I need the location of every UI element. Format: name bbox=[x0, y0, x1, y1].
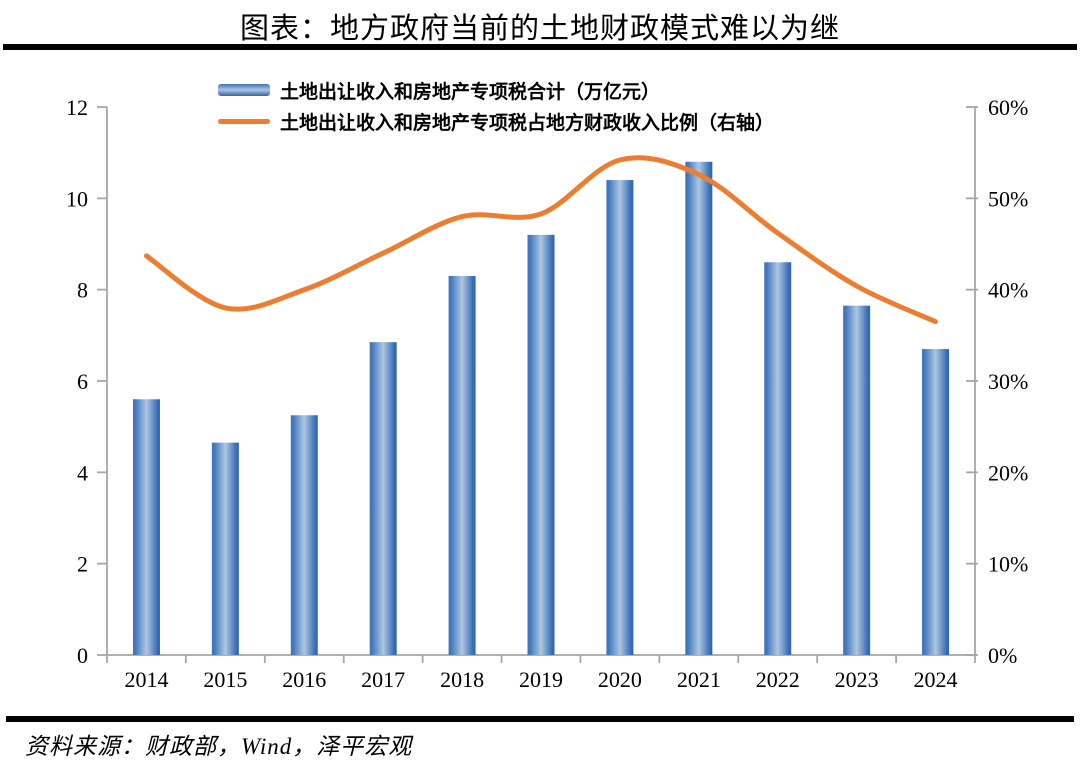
legend: 土地出让收入和房地产专项税合计（万亿元） 土地出让收入和房地产专项税占地方财政收… bbox=[218, 78, 774, 140]
x-axis-label: 2024 bbox=[914, 667, 958, 692]
y-axis-right-label: 60% bbox=[988, 95, 1028, 120]
legend-item-line-series: 土地出让收入和房地产专项税占地方财政收入比例（右轴） bbox=[218, 109, 775, 134]
bar-2015 bbox=[211, 442, 239, 655]
bar-series-label: 土地出让收入和房地产专项税合计（万亿元） bbox=[280, 81, 661, 103]
ratio-trend-line bbox=[143, 155, 938, 325]
x-axis-label: 2019 bbox=[519, 667, 563, 692]
footer-divider bbox=[6, 716, 1074, 722]
y-axis-left-label: 6 bbox=[77, 369, 88, 394]
plot-area: 0 2 4 6 8 10 12 0% 10% 20% 30% 40% 50% 60% 2014 2015 201… bbox=[66, 95, 1028, 692]
y-axis-left-label: 10 bbox=[66, 186, 88, 211]
land-finance-combo-chart: 0 2 4 6 8 10 12 0% 10% 20% 30% 40% 50% 60% 2014 2015 201… bbox=[66, 95, 1028, 692]
x-axis-label: 2020 bbox=[598, 667, 642, 692]
x-axis-label: 2018 bbox=[440, 667, 484, 692]
title-divider bbox=[3, 44, 1077, 50]
x-axis-label: 2016 bbox=[282, 667, 326, 692]
x-axis-label: 2015 bbox=[203, 667, 247, 692]
y-axis-right-label: 30% bbox=[988, 369, 1028, 394]
y-axis-right-label: 20% bbox=[988, 460, 1028, 485]
bar-2021 bbox=[685, 161, 713, 656]
x-axis-label: 2022 bbox=[756, 667, 800, 692]
bar-2023 bbox=[843, 305, 871, 655]
line-series-label: 土地出让收入和房地产专项税占地方财政收入比例（右轴） bbox=[280, 112, 775, 134]
y-axis-right-label: 10% bbox=[988, 552, 1028, 577]
y-axis-left-label: 0 bbox=[77, 643, 88, 668]
bar-series-swatch bbox=[218, 84, 270, 96]
source-text: 资料来源：财政部，Wind，泽平宏观 bbox=[25, 734, 413, 759]
y-axis-right-label: 50% bbox=[988, 186, 1028, 211]
x-axis-label: 2017 bbox=[361, 667, 405, 692]
y-axis-left-label: 4 bbox=[77, 460, 88, 485]
bar-2017 bbox=[369, 342, 397, 655]
bar-2020 bbox=[606, 180, 634, 656]
bar-2014 bbox=[132, 399, 160, 655]
y-axis-right-label: 40% bbox=[988, 278, 1028, 303]
y-axis-left-label: 2 bbox=[77, 552, 88, 577]
line-series-swatch bbox=[218, 118, 270, 124]
x-axis-label: 2014 bbox=[124, 667, 168, 692]
y-axis-left-label: 12 bbox=[66, 95, 88, 120]
x-axis-label: 2021 bbox=[677, 667, 721, 692]
bar-2018 bbox=[448, 275, 476, 655]
chart-title: 图表：地方政府当前的土地财政模式难以为继 bbox=[239, 13, 840, 45]
x-axis-label: 2023 bbox=[835, 667, 879, 692]
bar-2022 bbox=[764, 262, 792, 655]
legend-item-bar-series: 土地出让收入和房地产专项税合计（万亿元） bbox=[218, 78, 774, 103]
bar-2019 bbox=[527, 234, 555, 655]
y-axis-right-label: 0% bbox=[988, 643, 1017, 668]
bar-2024 bbox=[922, 349, 950, 655]
y-axis-left-label: 8 bbox=[77, 278, 88, 303]
bar-2016 bbox=[290, 415, 318, 655]
